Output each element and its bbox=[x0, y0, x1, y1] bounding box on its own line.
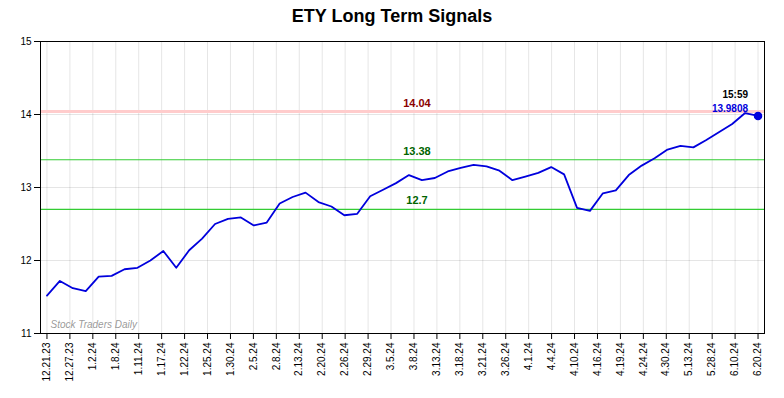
svg-text:5.13.24: 5.13.24 bbox=[683, 342, 694, 376]
svg-text:1.25.24: 1.25.24 bbox=[202, 342, 213, 376]
svg-text:2.8.24: 2.8.24 bbox=[271, 342, 282, 370]
svg-text:2.13.24: 2.13.24 bbox=[293, 342, 304, 376]
svg-text:6.10.24: 6.10.24 bbox=[729, 342, 740, 376]
svg-text:4.30.24: 4.30.24 bbox=[660, 342, 671, 376]
svg-text:4.1.24: 4.1.24 bbox=[523, 342, 534, 370]
svg-text:3.13.24: 3.13.24 bbox=[431, 342, 442, 376]
svg-text:14: 14 bbox=[20, 109, 32, 120]
svg-text:1.17.24: 1.17.24 bbox=[156, 342, 167, 376]
svg-text:6.20.24: 6.20.24 bbox=[752, 342, 763, 376]
svg-text:4.10.24: 4.10.24 bbox=[569, 342, 580, 376]
svg-text:3.8.24: 3.8.24 bbox=[408, 342, 419, 370]
svg-text:12: 12 bbox=[20, 255, 32, 266]
svg-text:4.24.24: 4.24.24 bbox=[638, 342, 649, 376]
svg-text:13.9808: 13.9808 bbox=[712, 103, 749, 114]
svg-text:3.26.24: 3.26.24 bbox=[500, 342, 511, 376]
svg-text:1.11.24: 1.11.24 bbox=[133, 342, 144, 375]
svg-text:14.04: 14.04 bbox=[403, 97, 431, 109]
svg-text:4.4.24: 4.4.24 bbox=[546, 342, 557, 370]
svg-text:11: 11 bbox=[21, 328, 32, 339]
svg-text:13: 13 bbox=[20, 182, 32, 193]
svg-text:5.28.24: 5.28.24 bbox=[706, 342, 717, 376]
svg-text:15: 15 bbox=[20, 36, 32, 47]
svg-text:12.7: 12.7 bbox=[406, 194, 427, 206]
svg-text:2.26.24: 2.26.24 bbox=[339, 342, 350, 376]
svg-text:3.21.24: 3.21.24 bbox=[477, 342, 488, 376]
svg-text:1.30.24: 1.30.24 bbox=[225, 342, 236, 376]
svg-text:2.20.24: 2.20.24 bbox=[316, 342, 327, 376]
svg-text:2.5.24: 2.5.24 bbox=[248, 342, 259, 370]
svg-text:1.8.24: 1.8.24 bbox=[110, 342, 121, 370]
svg-text:4.16.24: 4.16.24 bbox=[592, 342, 603, 376]
svg-text:3.18.24: 3.18.24 bbox=[454, 342, 465, 376]
svg-text:4.19.24: 4.19.24 bbox=[615, 342, 626, 376]
svg-text:2.29.24: 2.29.24 bbox=[362, 342, 373, 376]
svg-text:15:59: 15:59 bbox=[722, 89, 748, 100]
svg-text:3.5.24: 3.5.24 bbox=[385, 342, 396, 370]
svg-text:1.2.24: 1.2.24 bbox=[87, 342, 98, 370]
svg-text:12.27.23: 12.27.23 bbox=[64, 342, 75, 381]
svg-text:13.38: 13.38 bbox=[403, 145, 431, 157]
svg-text:1.22.24: 1.22.24 bbox=[179, 342, 190, 376]
svg-text:12.21.23: 12.21.23 bbox=[41, 342, 52, 381]
svg-text:Stock Traders Daily: Stock Traders Daily bbox=[51, 319, 139, 330]
html-text:ETY Long Term Signals: ETY Long Term Signals bbox=[291, 6, 493, 26]
